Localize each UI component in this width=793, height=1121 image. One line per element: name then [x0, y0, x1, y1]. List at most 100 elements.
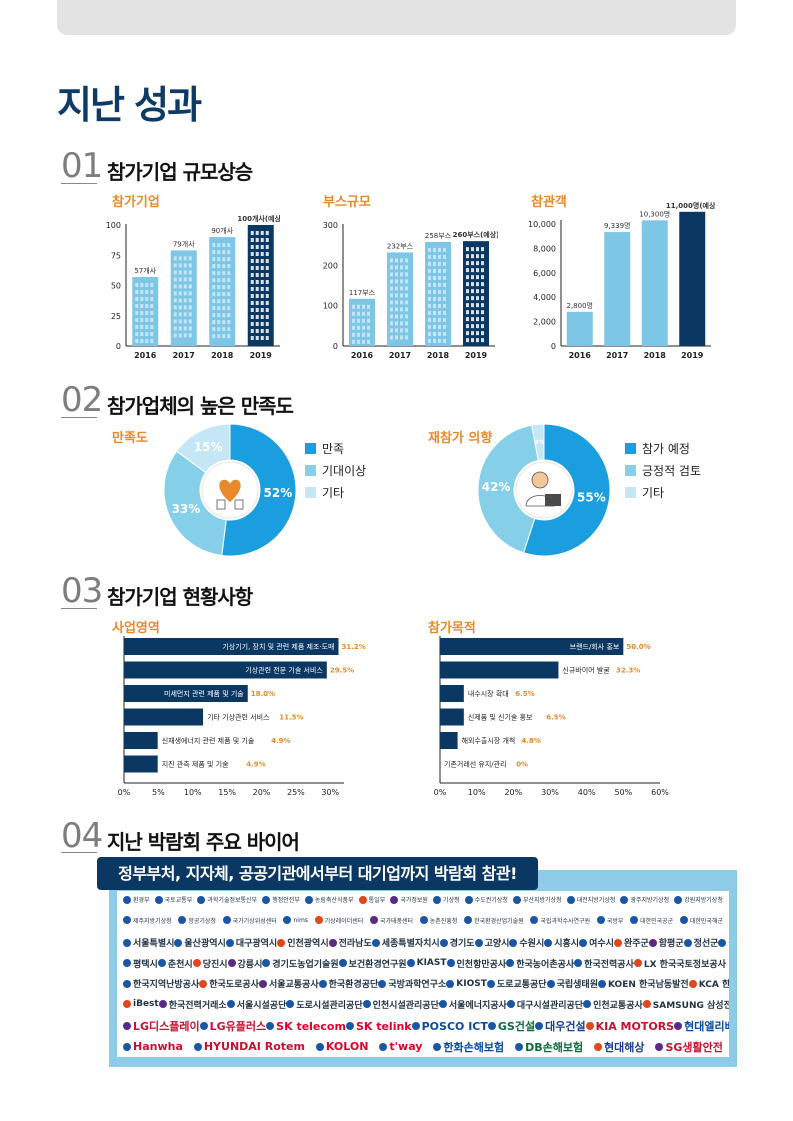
bar-window [188, 263, 192, 268]
organization-name: iBest [133, 999, 159, 1009]
organization-logo: 항공기상청 [178, 916, 216, 925]
emblem-icon [371, 938, 380, 947]
organization-logo: 한화손해보험 [433, 1039, 504, 1055]
emblem-icon [123, 916, 131, 924]
organization-name: 인천시설관리공단 [372, 1000, 439, 1011]
bar-window [471, 247, 474, 252]
bar-window [217, 285, 221, 290]
emblem-icon [222, 916, 231, 924]
emblem-icon [345, 1022, 354, 1030]
bar-window [250, 308, 254, 312]
organization-logo: POSCO ICT [411, 1020, 488, 1033]
bar-value-label: 6.5% [515, 690, 534, 698]
organization-name: KIA MOTORS [595, 1019, 675, 1033]
section-4-title: 지난 박람회 주요 바이어 [107, 830, 300, 854]
organization-logo: 고양시 [474, 936, 509, 949]
bar-window [395, 307, 398, 312]
bar-window [227, 271, 231, 276]
x-tick-label: 2016 [351, 351, 374, 360]
bar-window [362, 339, 365, 344]
bar-window [265, 231, 269, 235]
bar-window [428, 282, 431, 287]
bar-window [390, 300, 393, 305]
x-tick-label: 2019 [681, 351, 704, 360]
emblem-icon [318, 979, 327, 988]
bar-window [352, 325, 355, 330]
bar-window [140, 318, 144, 323]
bar-window [390, 272, 393, 277]
bar-value-label: 0% [516, 761, 528, 769]
emblem-icon [613, 938, 622, 947]
bar-value-label: 11,000명(예상) [666, 201, 715, 210]
bar-window [250, 301, 254, 305]
emblem-icon [123, 895, 131, 904]
organization-logo: 기상청 [433, 895, 460, 904]
legend-swatch [625, 443, 636, 454]
emblem-icon [378, 979, 387, 988]
bar-window [140, 339, 144, 344]
emblem-icon [262, 959, 271, 967]
business-area-hbar-chart: 0% 5% 10% 15% 20% 25% 30% 기상기기, 장치 및 관련 제품 제조·도… [118, 636, 366, 797]
bar-window [255, 245, 259, 249]
emblem-icon [277, 938, 286, 947]
logo-row: iBest 한국전력거래소 서울시설공단 도로시설관리공단 인천시설관리공단 서울에너지공… [123, 998, 729, 1011]
organization-logo: 수도권기상청 [464, 895, 508, 904]
chart-2-title: 부스규모 [323, 195, 371, 210]
bar-window [405, 272, 408, 277]
bar-window [188, 291, 192, 296]
organization-logo: 국토교통부 [154, 895, 192, 904]
bar-window [481, 331, 484, 336]
organization-name: 대전지방기상청 [576, 897, 616, 904]
emblem-icon [258, 979, 267, 988]
bar-window [227, 320, 231, 325]
bar-window [367, 332, 370, 337]
organization-logo: Hanwha [123, 1040, 183, 1053]
bar-window [173, 312, 177, 317]
organization-logo: KIA MOTORS [585, 1019, 675, 1033]
bar-window [135, 290, 139, 295]
emblem-icon [433, 1042, 442, 1051]
chart-6-title: 사업영역 [112, 621, 160, 636]
organization-name: t'way [389, 1040, 423, 1053]
organization-logo: 강원지방기상청 [674, 895, 723, 904]
bar-window [140, 304, 144, 309]
bar-window [222, 271, 226, 276]
bar-window [481, 275, 484, 280]
emblem-icon [620, 895, 629, 904]
organization-logo: 수원시 [509, 936, 544, 949]
organization-name: 경기도농업기술원 [272, 959, 339, 970]
emblem-icon [648, 938, 657, 947]
bar-window [265, 322, 269, 326]
bar-window [357, 304, 360, 309]
legend-swatch [625, 487, 636, 498]
bar-window [145, 318, 149, 323]
section-3-number: 03 [61, 571, 103, 611]
bar-window [135, 332, 139, 337]
organization-logo: 국가기상위성센터 [222, 916, 277, 925]
bar [440, 732, 458, 749]
bar-window [212, 250, 216, 255]
organization-logo: 과학기술정보통신부 [197, 895, 257, 904]
bar-window [217, 250, 221, 255]
organization-name: 국가태풍센터 [379, 917, 414, 925]
bar-window [217, 243, 221, 248]
section-2-underline [61, 417, 97, 418]
bar-window [390, 286, 393, 291]
bar-window [476, 338, 479, 343]
emblem-icon [633, 959, 642, 967]
bar-window [466, 338, 469, 343]
y-tick-label: 200 [323, 261, 338, 270]
bar-window [433, 289, 436, 294]
bar-window [250, 336, 254, 340]
organization-name: 한화손해보험 [443, 1040, 505, 1054]
category-label: 기타 기상관련 서비스 [207, 713, 270, 722]
y-tick-label: 75 [111, 251, 121, 260]
organization-logo: 한국전력공사 [574, 957, 634, 970]
emblem-icon [411, 1022, 420, 1030]
organization-name: 한국전력거래소 [168, 1000, 227, 1011]
organization-logo: 현대해상 [594, 1039, 645, 1055]
bar-window [145, 325, 149, 330]
organization-logo: 여수시 [579, 936, 614, 949]
organization-logo: 경기도 [439, 936, 475, 949]
bar-window [178, 291, 182, 296]
